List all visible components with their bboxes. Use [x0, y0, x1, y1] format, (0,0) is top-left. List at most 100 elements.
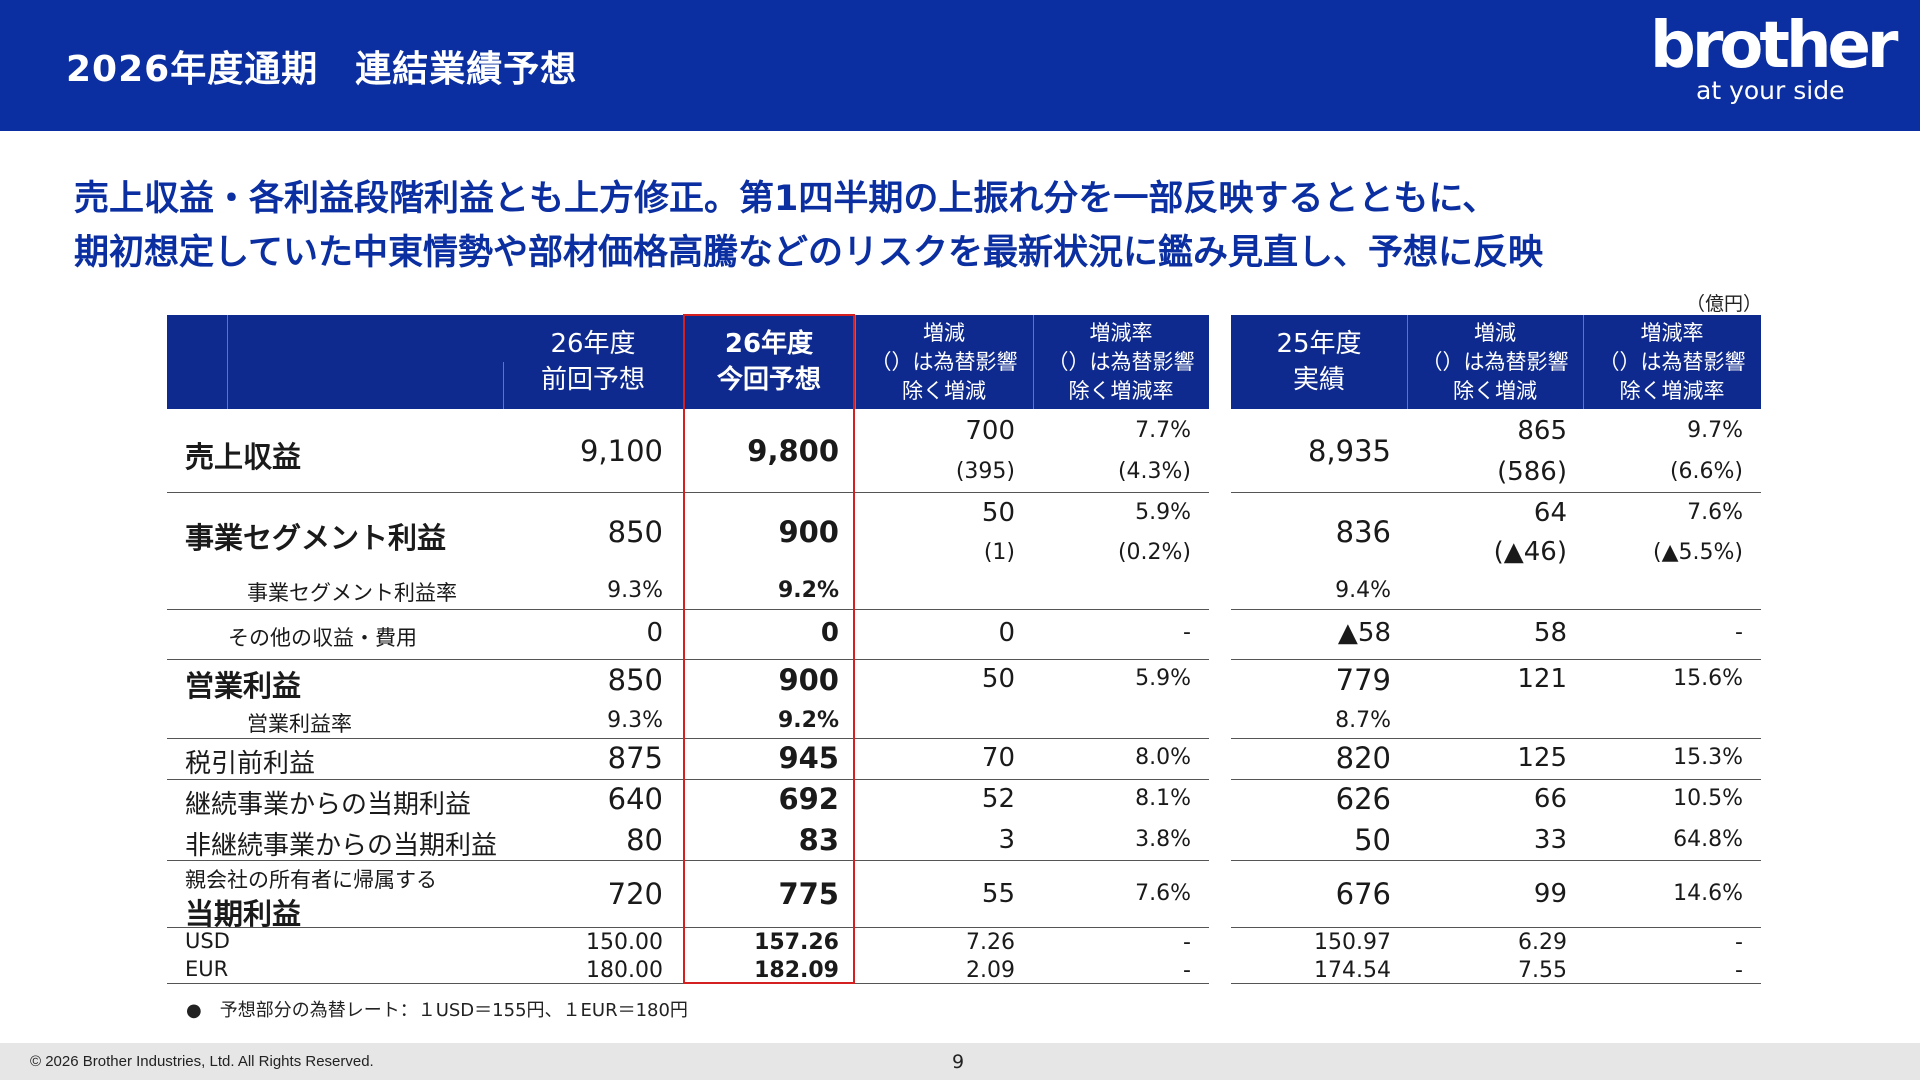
prev-forecast-value: 180.00	[586, 958, 663, 983]
change-rate-value: -	[1183, 620, 1191, 645]
actual-value: 626	[1335, 782, 1391, 816]
change-value: 50	[981, 664, 1015, 694]
left-table-header: 26年度 前回予想 26年度 今回予想 増減 （）は為替影響 除く増減 増減率 …	[167, 315, 1209, 409]
current-forecast-highlight	[683, 314, 855, 984]
prev-forecast-value: 80	[626, 823, 663, 857]
row-label: 営業利益率	[247, 712, 352, 736]
yoy-rate-ex-fx-value: (6.6%)	[1669, 459, 1743, 484]
brother-logo: brother at your side	[1650, 12, 1898, 112]
unit-label: （億円）	[1686, 293, 1763, 315]
row-label: 営業利益	[185, 669, 302, 703]
copyright-text: © 2026 Brother Industries, Ltd. All Righ…	[30, 1053, 374, 1070]
actual-value: 820	[1335, 741, 1391, 775]
change-rate-value: -	[1183, 958, 1191, 983]
change-rate-value: 3.8%	[1135, 827, 1191, 852]
current-forecast-value: 900	[778, 515, 839, 549]
actual-value: 8,935	[1307, 434, 1391, 468]
change-ex-fx-value: (1)	[983, 540, 1015, 565]
row-label: 事業セグメント利益率	[247, 581, 457, 605]
prev-forecast-value: 640	[607, 782, 663, 816]
prev-forecast-value: 0	[646, 618, 663, 648]
row-label: 非継続事業からの当期利益	[185, 831, 498, 861]
prev-forecast-value: 9.3%	[607, 708, 663, 733]
actual-value: 836	[1335, 515, 1391, 549]
headline-line-2: 期初想定していた中東情勢や部材価格高騰などのリスクを最新状況に鑑み見直し、予想に…	[74, 233, 1543, 273]
header-fy25-actual: 25年度 実績	[1276, 329, 1362, 395]
yoy-rate-value: 10.5%	[1673, 786, 1743, 811]
right-table-header: 25年度 実績 増減 （）は為替影響 除く増減 増減率 （）は為替影響 除く増減…	[1231, 315, 1761, 409]
change-rate-value: 8.1%	[1135, 786, 1191, 811]
change-value: 50	[981, 498, 1015, 528]
yoy-rate-value: -	[1735, 930, 1743, 955]
prev-forecast-value: 9.3%	[607, 578, 663, 603]
header-prev-forecast: 26年度 前回予想	[540, 329, 645, 395]
change-rate-value: 5.9%	[1135, 666, 1191, 691]
change-ex-fx-value: (395)	[955, 459, 1015, 484]
change-rate-value: -	[1183, 930, 1191, 955]
current-forecast-value: 945	[778, 741, 839, 775]
change-value: 3	[998, 825, 1015, 855]
fx-rate-note: ● 予想部分の為替レート：１USD＝155円、１EUR＝180円	[186, 1000, 688, 1021]
header-bar: 2026年度通期 連結業績予想 brother at your side	[0, 0, 1920, 131]
actual-value: 150.97	[1314, 930, 1391, 955]
change-value: 52	[981, 784, 1015, 814]
row-label: 当期利益	[185, 897, 302, 931]
actual-value: 50	[1354, 823, 1391, 857]
change-value: 0	[998, 618, 1015, 648]
row-label: 継続事業からの当期利益	[185, 790, 472, 820]
header-yoy-change: 増減 （）は為替影響 除く増減	[1421, 320, 1569, 403]
actual-value: 174.54	[1314, 958, 1391, 983]
row-label: 事業セグメント利益	[185, 521, 447, 555]
actual-value: 9.4%	[1335, 578, 1391, 603]
yoy-change-value: 121	[1517, 664, 1567, 694]
change-value: 70	[981, 743, 1015, 773]
row-label-sub: 親会社の所有者に帰属する	[185, 868, 437, 892]
change-value: 700	[965, 416, 1015, 446]
change-rate-ex-fx-value: (0.2%)	[1117, 540, 1191, 565]
yoy-rate-value: -	[1735, 958, 1743, 983]
current-forecast-value: 0	[820, 618, 839, 648]
yoy-change-value: 7.55	[1518, 958, 1567, 983]
row-label: 売上収益	[185, 440, 302, 474]
headline: 売上収益・各利益段階利益とも上方修正。第1四半期の上振れ分を一部反映するとともに…	[74, 172, 1543, 280]
logo-wordmark: brother	[1650, 9, 1898, 83]
yoy-change-value: 6.29	[1518, 930, 1567, 955]
yoy-rate-value: 15.6%	[1673, 666, 1743, 691]
page-number: 9	[952, 1051, 965, 1073]
yoy-rate-value: -	[1735, 620, 1743, 645]
header-current-forecast: 26年度 今回予想	[716, 329, 821, 395]
current-forecast-value: 9,800	[747, 434, 839, 468]
current-forecast-value: 83	[798, 823, 839, 857]
change-rate-value: 7.6%	[1135, 881, 1191, 906]
change-value: 7.26	[966, 930, 1015, 955]
change-rate-value: 5.9%	[1135, 500, 1191, 525]
yoy-rate-value: 15.3%	[1673, 745, 1743, 770]
prev-forecast-value: 875	[607, 741, 663, 775]
actual-value: 8.7%	[1335, 708, 1391, 733]
prev-forecast-value: 9,100	[579, 434, 663, 468]
current-forecast-value: 775	[778, 877, 839, 911]
yoy-rate-value: 7.6%	[1687, 500, 1743, 525]
row-label: その他の収益・費用	[228, 626, 417, 650]
change-value: 2.09	[966, 958, 1015, 983]
yoy-rate-value: 14.6%	[1673, 881, 1743, 906]
row-label: EUR	[185, 957, 229, 981]
change-rate-value: 8.0%	[1135, 745, 1191, 770]
yoy-change-value: 99	[1533, 879, 1567, 909]
current-forecast-value: 692	[778, 782, 839, 816]
current-forecast-value: 157.26	[754, 930, 839, 955]
logo-tagline: at your side	[1696, 76, 1845, 105]
actual-value: 676	[1335, 877, 1391, 911]
yoy-change-value: 64	[1533, 498, 1567, 528]
headline-line-1: 売上収益・各利益段階利益とも上方修正。第1四半期の上振れ分を一部反映するとともに…	[74, 179, 1498, 219]
yoy-rate-value: 64.8%	[1673, 827, 1743, 852]
prev-forecast-value: 850	[607, 663, 663, 697]
row-label: USD	[185, 929, 230, 953]
actual-value: 779	[1335, 663, 1391, 697]
change-rate-value: 7.7%	[1135, 418, 1191, 443]
prev-forecast-value: 850	[607, 515, 663, 549]
change-value: 55	[981, 879, 1015, 909]
row-label: 税引前利益	[185, 749, 316, 779]
yoy-change-ex-fx-value: (586)	[1497, 457, 1567, 487]
change-rate-ex-fx-value: (4.3%)	[1117, 459, 1191, 484]
